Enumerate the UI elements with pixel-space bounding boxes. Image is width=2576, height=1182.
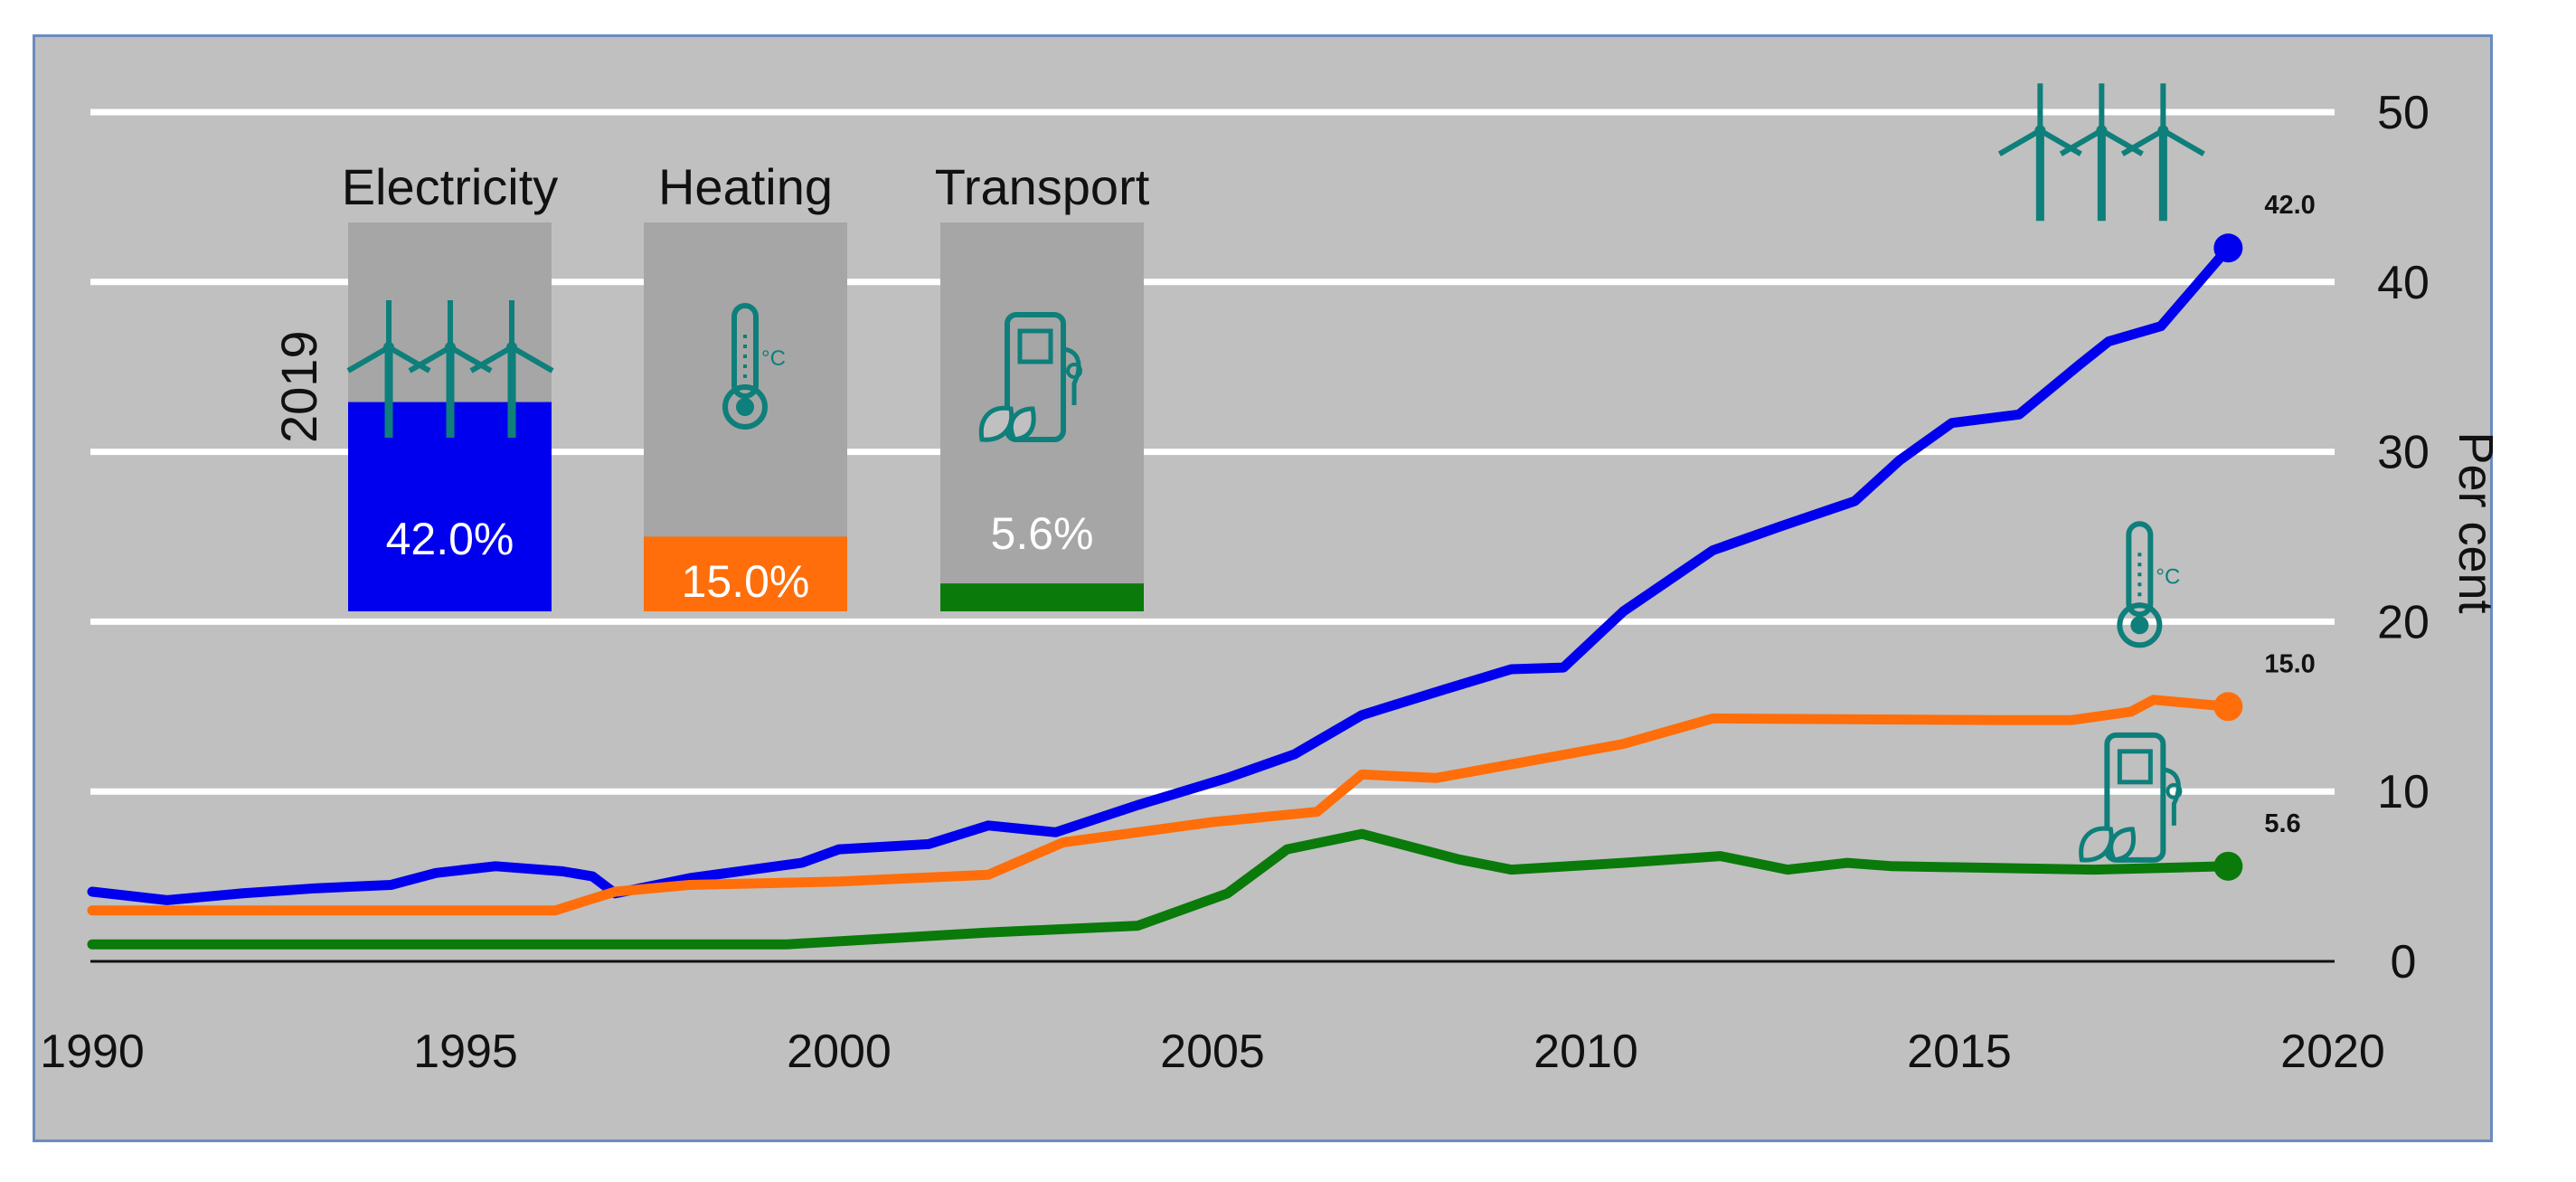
inset-category-label: Heating (658, 158, 833, 215)
inset-category-label: Transport (935, 158, 1150, 215)
series-line-heating (87, 695, 2233, 916)
end-value-label: 5.6 (2264, 809, 2300, 838)
inset-bar-transport (940, 583, 1144, 611)
x-tick-label: 2015 (1907, 1026, 2012, 1078)
end-value-label: 15.0 (2264, 649, 2315, 678)
end-point-electricity (2213, 233, 2243, 263)
inset-value-label: 5.6% (991, 508, 1094, 559)
inset-year-label: 2019 (270, 330, 327, 443)
x-tick-label: 2010 (1533, 1026, 1638, 1078)
end-value-label: 42.0 (2264, 191, 2315, 220)
end-point-heating (2213, 692, 2243, 722)
series-line-electricity (87, 242, 2233, 905)
inset-value-label: 15.0% (682, 556, 810, 607)
wind-turbines-icon (1999, 83, 2203, 221)
y-tick-label: 0 (2391, 936, 2417, 988)
y-tick-label: 30 (2377, 427, 2430, 479)
x-tick-label: 2000 (787, 1026, 892, 1078)
y-tick-label: 40 (2377, 257, 2430, 309)
fuel-pump-icon (2081, 735, 2181, 860)
y-tick-label: 20 (2377, 596, 2430, 648)
x-tick-label: 1990 (40, 1026, 145, 1078)
inset-bar-heating (644, 536, 847, 611)
inset-value-label: 42.0% (386, 514, 514, 564)
series-line-transport (87, 828, 2233, 950)
y-axis-label: Per cent (2449, 431, 2503, 613)
inset-category-label: Electricity (342, 158, 559, 215)
x-tick-label: 1995 (413, 1026, 518, 1078)
y-tick-label: 50 (2377, 87, 2430, 139)
x-tick-label: 2005 (1160, 1026, 1265, 1078)
y-tick-label: 10 (2377, 766, 2430, 818)
x-tick-label: 2020 (2280, 1026, 2385, 1078)
end-point-transport (2213, 851, 2243, 881)
inset-bar-track (940, 222, 1144, 611)
thermometer-icon (2119, 524, 2180, 645)
